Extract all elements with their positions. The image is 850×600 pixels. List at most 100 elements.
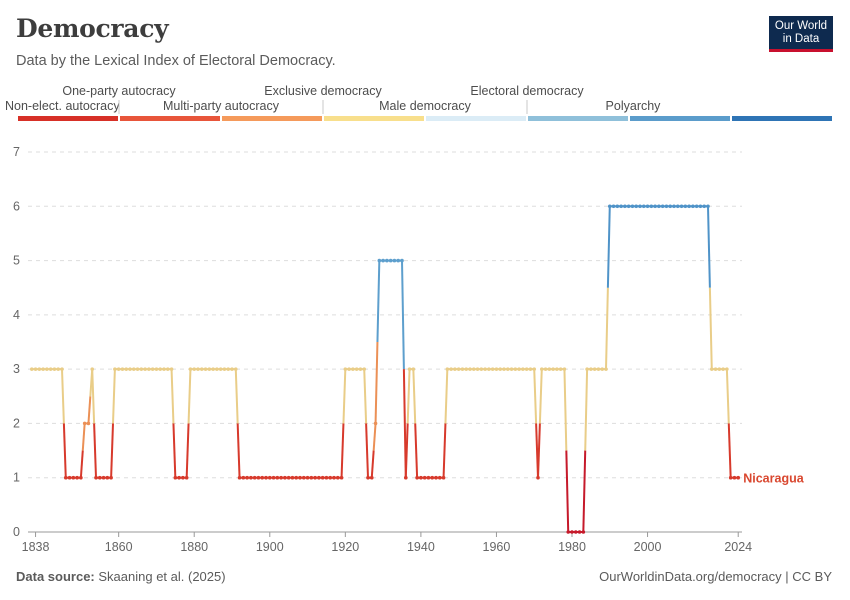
data-point xyxy=(328,475,333,480)
data-point xyxy=(298,475,302,480)
data-point xyxy=(377,258,382,263)
footer-url[interactable]: OurWorldinData.org/democracy | CC BY xyxy=(599,569,832,584)
y-tick-label: 6 xyxy=(13,199,20,213)
data-point xyxy=(464,367,469,371)
data-point xyxy=(79,475,83,480)
data-point xyxy=(181,475,185,480)
data-point xyxy=(502,367,506,371)
data-point xyxy=(524,367,529,371)
data-point xyxy=(660,204,665,209)
series-segment xyxy=(401,260,405,370)
data-point xyxy=(653,204,657,209)
data-point xyxy=(199,367,204,371)
series-segment xyxy=(61,369,65,424)
data-point xyxy=(725,367,729,371)
data-point xyxy=(403,475,408,480)
data-point xyxy=(313,475,317,480)
series-segment xyxy=(185,423,190,478)
data-point xyxy=(150,367,155,371)
data-point xyxy=(570,530,574,534)
series-points xyxy=(29,204,741,534)
x-tick-label: 1960 xyxy=(483,540,511,554)
data-point xyxy=(196,367,200,371)
data-point xyxy=(309,475,314,480)
data-point xyxy=(116,367,121,371)
y-tick-label: 5 xyxy=(13,254,20,268)
data-point xyxy=(649,204,654,209)
data-point xyxy=(528,367,533,371)
legend-label: One-party autocracy xyxy=(62,84,176,98)
data-point xyxy=(521,367,525,371)
x-tick-label: 2000 xyxy=(634,540,662,554)
data-point xyxy=(441,475,446,480)
data-point xyxy=(434,475,438,480)
data-point xyxy=(709,367,714,371)
data-point xyxy=(317,475,321,480)
data-point xyxy=(600,367,605,371)
legend-swatch xyxy=(528,116,628,121)
data-point xyxy=(283,475,287,480)
data-point xyxy=(82,421,87,426)
data-point xyxy=(577,530,582,534)
series-segment xyxy=(342,369,347,424)
data-point xyxy=(573,530,578,534)
series-segment xyxy=(374,341,379,424)
data-point xyxy=(604,367,608,371)
data-point xyxy=(252,475,257,480)
data-point xyxy=(683,204,688,209)
data-point xyxy=(184,475,189,480)
data-point xyxy=(675,204,680,209)
data-point xyxy=(596,367,601,371)
data-point xyxy=(158,367,163,371)
data-point xyxy=(702,204,707,209)
data-point xyxy=(449,367,453,371)
data-point xyxy=(487,367,491,371)
data-point xyxy=(373,421,378,426)
data-point xyxy=(426,475,431,480)
legend-label: Exclusive democracy xyxy=(264,84,382,98)
data-point xyxy=(555,367,559,371)
data-point xyxy=(562,367,567,371)
data-point xyxy=(706,204,710,209)
legend-swatch xyxy=(120,116,220,121)
data-point xyxy=(101,475,106,480)
data-point xyxy=(339,475,344,480)
data-point xyxy=(694,204,699,209)
series-segment xyxy=(538,369,543,424)
data-point xyxy=(687,204,691,209)
data-point xyxy=(626,204,631,209)
logo-line-1: Our World xyxy=(774,19,828,32)
data-point xyxy=(222,367,227,371)
series-segment xyxy=(708,287,713,370)
source-label: Data source: xyxy=(16,569,95,584)
data-point xyxy=(52,367,57,371)
data-point xyxy=(249,475,253,480)
data-point xyxy=(260,475,265,480)
data-point xyxy=(109,475,113,480)
x-tick-label: 1880 xyxy=(180,540,208,554)
data-point xyxy=(48,367,53,371)
data-point xyxy=(411,367,416,371)
data-point xyxy=(369,475,374,480)
data-point xyxy=(351,367,355,371)
data-point xyxy=(490,367,495,371)
data-point xyxy=(483,367,487,371)
data-point xyxy=(169,367,174,371)
data-point xyxy=(388,258,393,263)
data-point xyxy=(279,475,283,480)
legend-label: Non-elect. autocracy xyxy=(5,99,120,113)
series-segment xyxy=(725,369,730,424)
owid-logo[interactable]: Our World in Data xyxy=(769,16,833,52)
legend-swatch xyxy=(426,116,526,121)
series-segment xyxy=(442,423,447,478)
data-point xyxy=(736,475,741,480)
series-segment xyxy=(81,423,86,451)
x-tick-label: 1980 xyxy=(558,540,586,554)
data-point xyxy=(611,204,616,209)
legend-swatch xyxy=(18,116,118,121)
data-point xyxy=(162,367,166,371)
data-point xyxy=(267,475,272,480)
series-segment xyxy=(236,423,241,478)
data-point xyxy=(589,367,593,371)
x-axis: 1838 1860 1880 1900 1920 1940 1960 1980 2000 2024 xyxy=(22,531,752,554)
